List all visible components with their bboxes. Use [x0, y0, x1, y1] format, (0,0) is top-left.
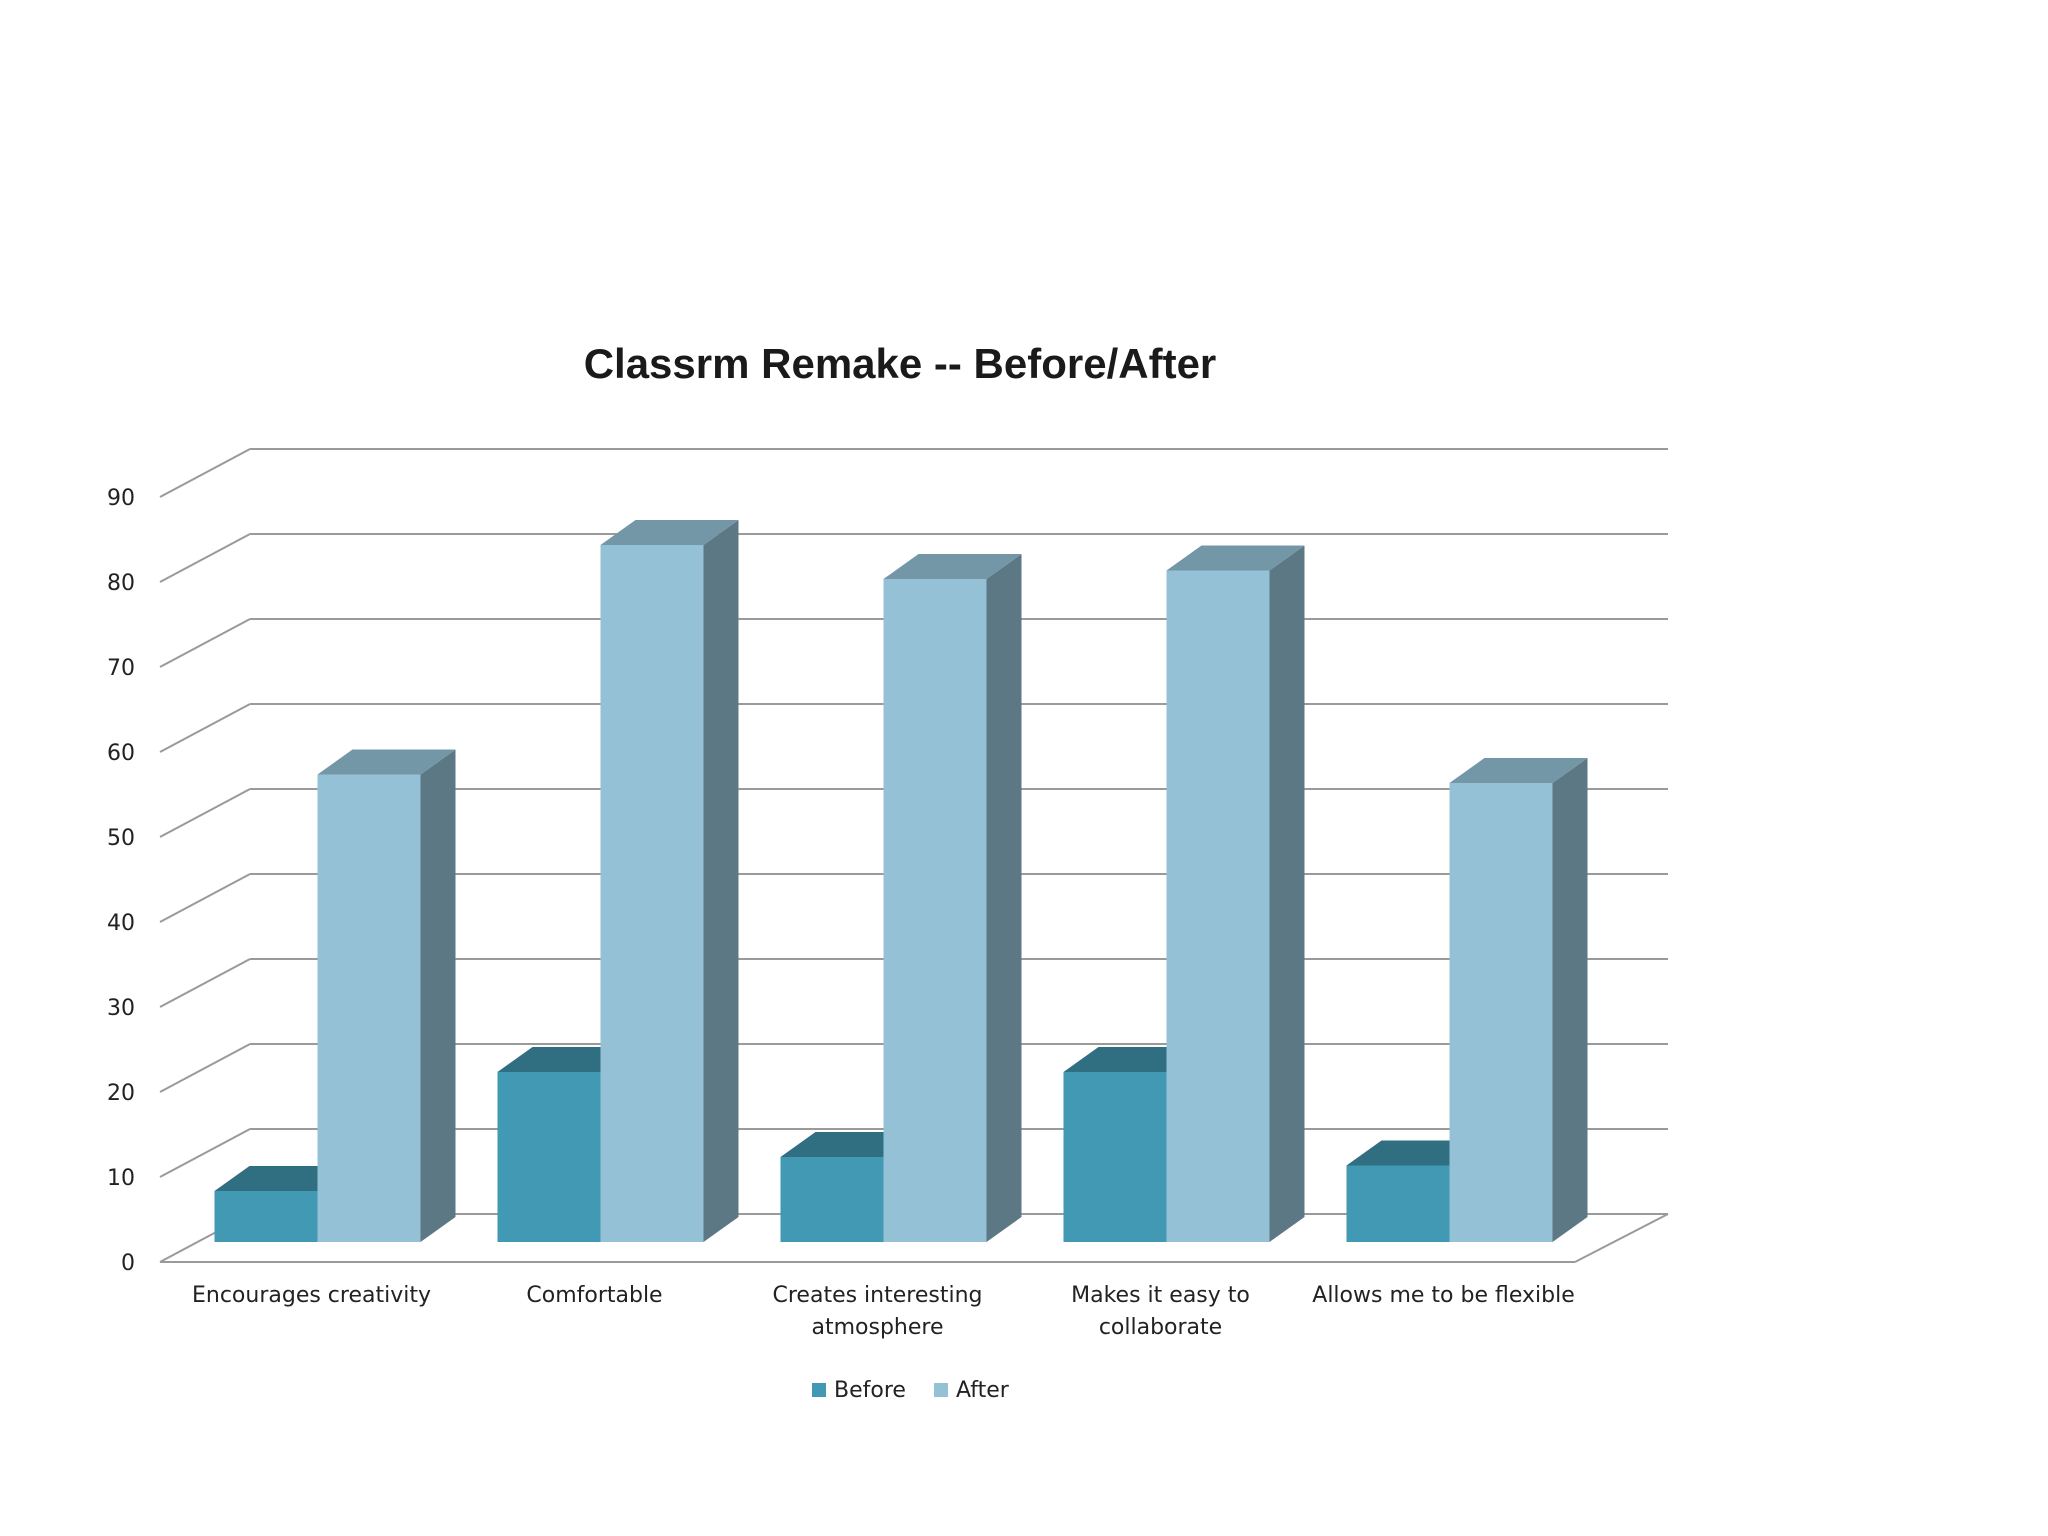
x-tick-label: Makes it easy to collaborate — [1071, 1283, 1250, 1340]
y-tick-label: 80 — [107, 571, 135, 596]
bar-after-2 — [883, 554, 1022, 1242]
legend-label: After — [956, 1378, 1010, 1403]
y-tick-label: 20 — [107, 1081, 135, 1106]
y-tick-label: 60 — [107, 741, 135, 766]
floor-edge — [160, 1213, 1669, 1263]
x-tick-label: Creates interesting atmosphere — [773, 1283, 983, 1340]
y-axis-ticks: 0 10 20 30 40 50 60 70 80 90 — [107, 486, 135, 1276]
legend-item-before: Before — [812, 1378, 906, 1403]
bar-after-3 — [1166, 545, 1305, 1242]
x-tick-label: Encourages creativity — [192, 1283, 431, 1308]
gridline-90 — [159, 448, 1668, 498]
bars — [214, 520, 1588, 1242]
gridline-80 — [159, 533, 1668, 583]
x-tick-label: Allows me to be flexible — [1312, 1283, 1574, 1308]
legend: Before After — [812, 1378, 1010, 1403]
y-tick-label: 70 — [107, 656, 135, 681]
y-tick-label: 10 — [107, 1166, 135, 1191]
legend-label: Before — [834, 1378, 906, 1403]
y-tick-label: 90 — [107, 486, 135, 511]
x-axis-categories: Encourages creativity Comfortable Creates … — [192, 1283, 1575, 1340]
x-tick-label: Comfortable — [526, 1283, 662, 1308]
legend-item-after: After — [934, 1378, 1010, 1403]
legend-swatch — [812, 1383, 826, 1397]
bar-after-0 — [317, 749, 456, 1242]
legend-swatch — [934, 1383, 948, 1397]
bar-after-4 — [1449, 758, 1588, 1242]
y-tick-label: 30 — [107, 996, 135, 1021]
chart-title: Classrm Remake -- Before/After — [584, 340, 1217, 387]
bar-after-1 — [600, 520, 739, 1242]
y-tick-label: 0 — [121, 1251, 135, 1276]
y-tick-label: 40 — [107, 911, 135, 936]
y-tick-label: 50 — [107, 826, 135, 851]
